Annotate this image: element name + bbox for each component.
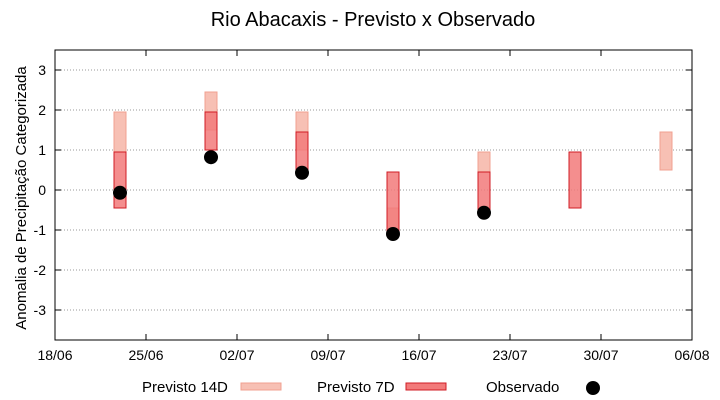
x-tick-label: 25/06: [128, 347, 163, 363]
y-tick-label: -3: [34, 302, 47, 318]
legend-swatch: [405, 382, 447, 391]
observed-point: [477, 205, 491, 220]
forecast-14d-bar: [477, 151, 491, 173]
forecast-7d-bar: [568, 151, 582, 209]
y-tick-label: -2: [34, 262, 47, 278]
x-tick-label: 18/06: [37, 347, 72, 363]
legend-swatch: [240, 382, 282, 391]
x-tick-label: 02/07: [219, 347, 254, 363]
observed-point: [113, 185, 127, 200]
y-axis-label: Anomalia de Precipitação Categorizada: [13, 66, 30, 330]
forecast-7d-bar: [477, 171, 491, 211]
y-tick-label: 3: [38, 62, 46, 78]
legend-label: Previsto 14D: [142, 379, 228, 396]
observed-point: [386, 227, 400, 241]
forecast-14d-bar: [659, 131, 673, 171]
legend-swatch: [586, 381, 600, 395]
legend: Previsto 14D Previsto 7D Observado: [142, 379, 600, 396]
grid-lines: [55, 69, 692, 311]
chart-marks: [113, 91, 673, 241]
y-tick-label: 1: [38, 142, 46, 158]
chart-title: Rio Abacaxis - Previsto x Observado: [211, 9, 536, 31]
x-tick-label: 09/07: [310, 347, 345, 363]
y-tick-label: -1: [34, 222, 47, 238]
forecast-7d-bar: [386, 171, 400, 233]
x-tick-label: 16/07: [401, 347, 436, 363]
legend-label: Previsto 7D: [317, 379, 395, 396]
y-tick-label: 2: [38, 102, 46, 118]
observed-point: [204, 150, 218, 165]
forecast-14d-bar: [113, 111, 127, 153]
axes: -3 -2 -1 0 1 2 3 18/06 25/06 02/07 09/07 16/07 23/07…: [34, 50, 710, 363]
x-tick-label: 23/07: [492, 347, 527, 363]
forecast-7d-bar: [204, 111, 218, 151]
legend-label: Observado: [486, 379, 559, 396]
observed-point: [295, 165, 309, 180]
x-tick-label: 06/08: [674, 347, 709, 363]
plot-frame: [54, 49, 693, 341]
y-tick-label: 0: [38, 182, 46, 198]
x-tick-label: 30/07: [583, 347, 618, 363]
